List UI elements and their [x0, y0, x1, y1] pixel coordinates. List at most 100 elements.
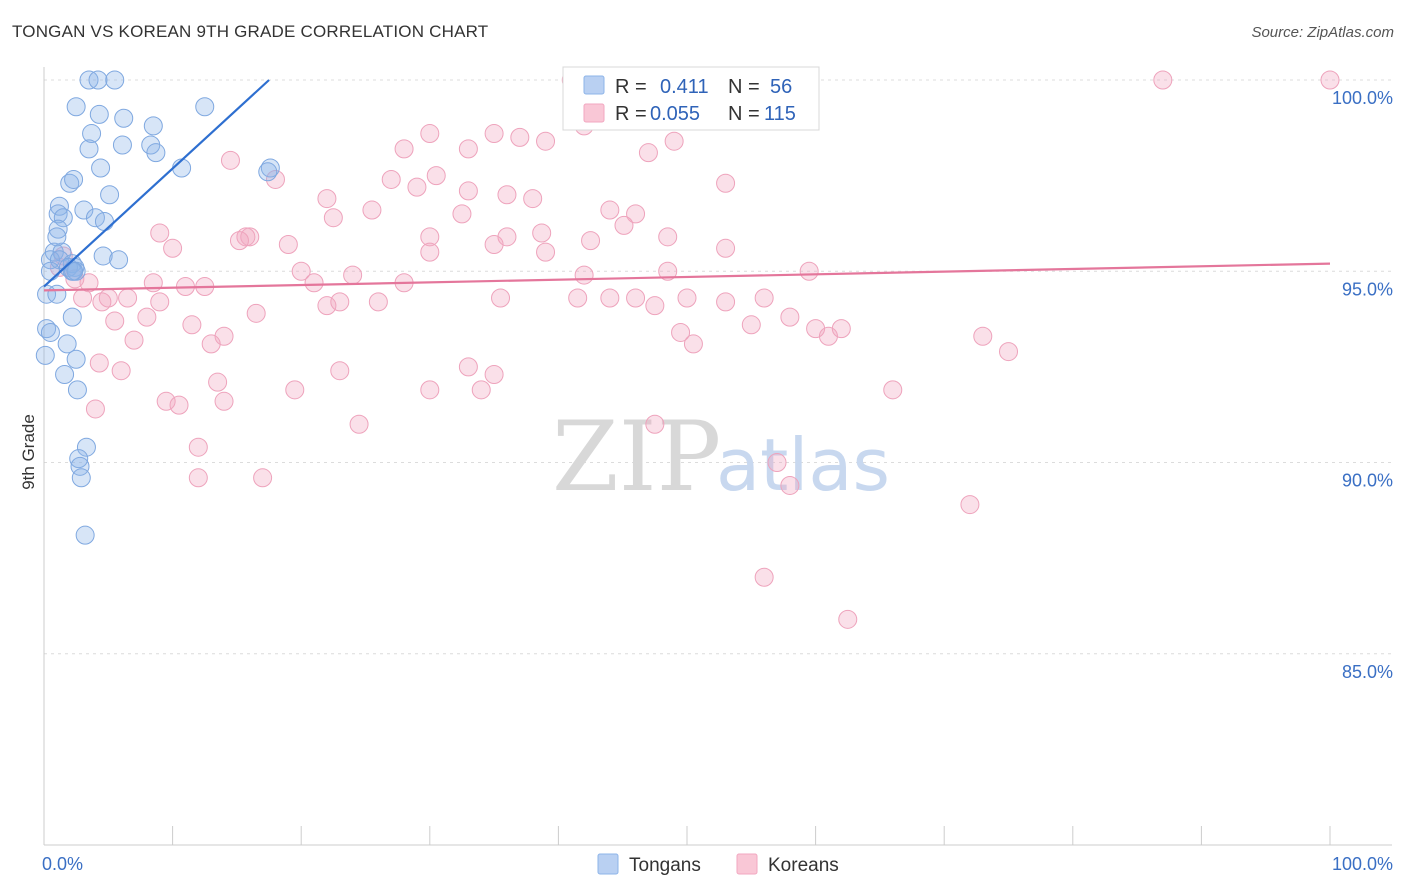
tongan-point-45 — [57, 334, 77, 354]
korean-point-57 — [677, 288, 697, 308]
tongans-r-label: R = — [615, 76, 647, 98]
korean-point-41 — [163, 238, 183, 258]
korean-point-49 — [304, 273, 324, 293]
tongan-point-47 — [66, 349, 86, 369]
korean-point-58 — [716, 292, 736, 312]
korean-point-60 — [799, 261, 819, 281]
korean-point-85 — [973, 326, 993, 346]
y-tick-labels: 100.0% 95.0% 90.0% 85.0% — [1332, 88, 1393, 682]
korean-point-56 — [645, 296, 665, 316]
tongan-point-43 — [37, 319, 57, 339]
korean-point-95 — [471, 380, 491, 400]
korean-point-22 — [317, 189, 337, 209]
korean-point-101 — [349, 414, 369, 434]
korean-point-79 — [683, 334, 703, 354]
chart-title: TONGAN VS KOREAN 9TH GRADE CORRELATION C… — [12, 22, 489, 41]
korean-point-69 — [330, 292, 350, 312]
tongan-point-44 — [40, 322, 60, 342]
tongan-point-18 — [64, 169, 84, 189]
trend-lines — [43, 79, 1331, 292]
korean-point-70 — [368, 292, 388, 312]
tongan-point-36 — [93, 246, 113, 266]
korean-point-42 — [420, 242, 440, 262]
korean-point-93 — [285, 380, 305, 400]
watermark-zip: ZIP — [552, 401, 721, 513]
tongan-point-48 — [55, 365, 75, 385]
korean-point-88 — [111, 361, 131, 381]
korean-point-52 — [491, 288, 511, 308]
koreans-r-label: R = — [615, 103, 647, 125]
tongan-point-10 — [112, 135, 132, 155]
tongan-point-3 — [66, 97, 86, 117]
korean-point-102 — [645, 414, 665, 434]
source-credit: Source: ZipAtlas.com — [1251, 24, 1394, 41]
korean-point-48 — [291, 261, 311, 281]
tongan-point-46 — [35, 345, 55, 365]
korean-point-90 — [458, 357, 478, 377]
tongans-n-value: 56 — [770, 76, 792, 98]
y-tick-label-2: 90.0% — [1342, 471, 1393, 491]
korean-point-3 — [1320, 70, 1340, 90]
tongan-point-49 — [67, 380, 87, 400]
korean-point-24 — [362, 200, 382, 220]
korean-point-104 — [188, 468, 208, 488]
tongan-point-21 — [48, 204, 68, 224]
korean-point-5 — [420, 124, 440, 144]
legend-tongans-swatch — [597, 853, 619, 875]
korean-point-2 — [1153, 70, 1173, 90]
korean-point-23 — [323, 208, 343, 228]
korean-point-14 — [265, 169, 285, 189]
y-axis-label: 9th Grade — [19, 414, 38, 490]
korean-point-99 — [214, 391, 234, 411]
korean-point-17 — [407, 177, 427, 197]
koreans-trend-line — [43, 262, 1331, 292]
korean-point-18 — [458, 181, 478, 201]
tongan-point-26 — [48, 219, 68, 239]
tongan-point-6 — [195, 97, 215, 117]
korean-point-71 — [246, 303, 266, 323]
korean-point-25 — [452, 204, 472, 224]
korean-point-59 — [754, 288, 774, 308]
korean-point-27 — [626, 204, 646, 224]
korean-point-10 — [664, 131, 684, 151]
tongan-point-4 — [89, 104, 109, 124]
korean-point-103 — [188, 437, 208, 457]
korean-point-6 — [484, 124, 504, 144]
korean-point-92 — [208, 372, 228, 392]
korean-point-68 — [317, 296, 337, 316]
stats-legend: R = 0.411 N = 56 R = 0.055 N = 115 — [562, 66, 820, 131]
koreans-legend-swatch — [583, 103, 605, 123]
korean-point-32 — [278, 234, 298, 254]
korean-point-31 — [229, 231, 249, 251]
y-tick-label-1: 95.0% — [1342, 279, 1393, 299]
korean-point-107 — [780, 475, 800, 495]
korean-point-78 — [671, 322, 691, 342]
koreans-points — [49, 70, 1340, 629]
y-tick-label-3: 85.0% — [1342, 662, 1393, 682]
tongan-point-39 — [64, 261, 84, 281]
tongan-point-54 — [75, 525, 95, 545]
korean-point-80 — [741, 315, 761, 335]
korean-point-13 — [220, 150, 240, 170]
korean-point-74 — [182, 315, 202, 335]
korean-point-50 — [343, 265, 363, 285]
korean-point-113 — [658, 261, 678, 281]
tongan-point-22 — [74, 200, 94, 220]
korean-point-98 — [169, 395, 189, 415]
korean-point-87 — [89, 353, 109, 373]
korean-point-54 — [600, 288, 620, 308]
korean-point-66 — [73, 288, 93, 308]
korean-point-77 — [201, 334, 221, 354]
korean-point-84 — [831, 319, 851, 339]
korean-point-16 — [426, 166, 446, 186]
tongan-point-13 — [91, 158, 111, 178]
korean-point-9 — [536, 131, 556, 151]
tongans-legend-swatch — [583, 75, 605, 95]
korean-point-110 — [838, 609, 858, 629]
korean-point-96 — [883, 380, 903, 400]
koreans-n-label: N = — [728, 103, 760, 125]
korean-point-81 — [780, 307, 800, 327]
korean-point-33 — [420, 227, 440, 247]
korean-point-35 — [497, 227, 517, 247]
korean-point-55 — [626, 288, 646, 308]
